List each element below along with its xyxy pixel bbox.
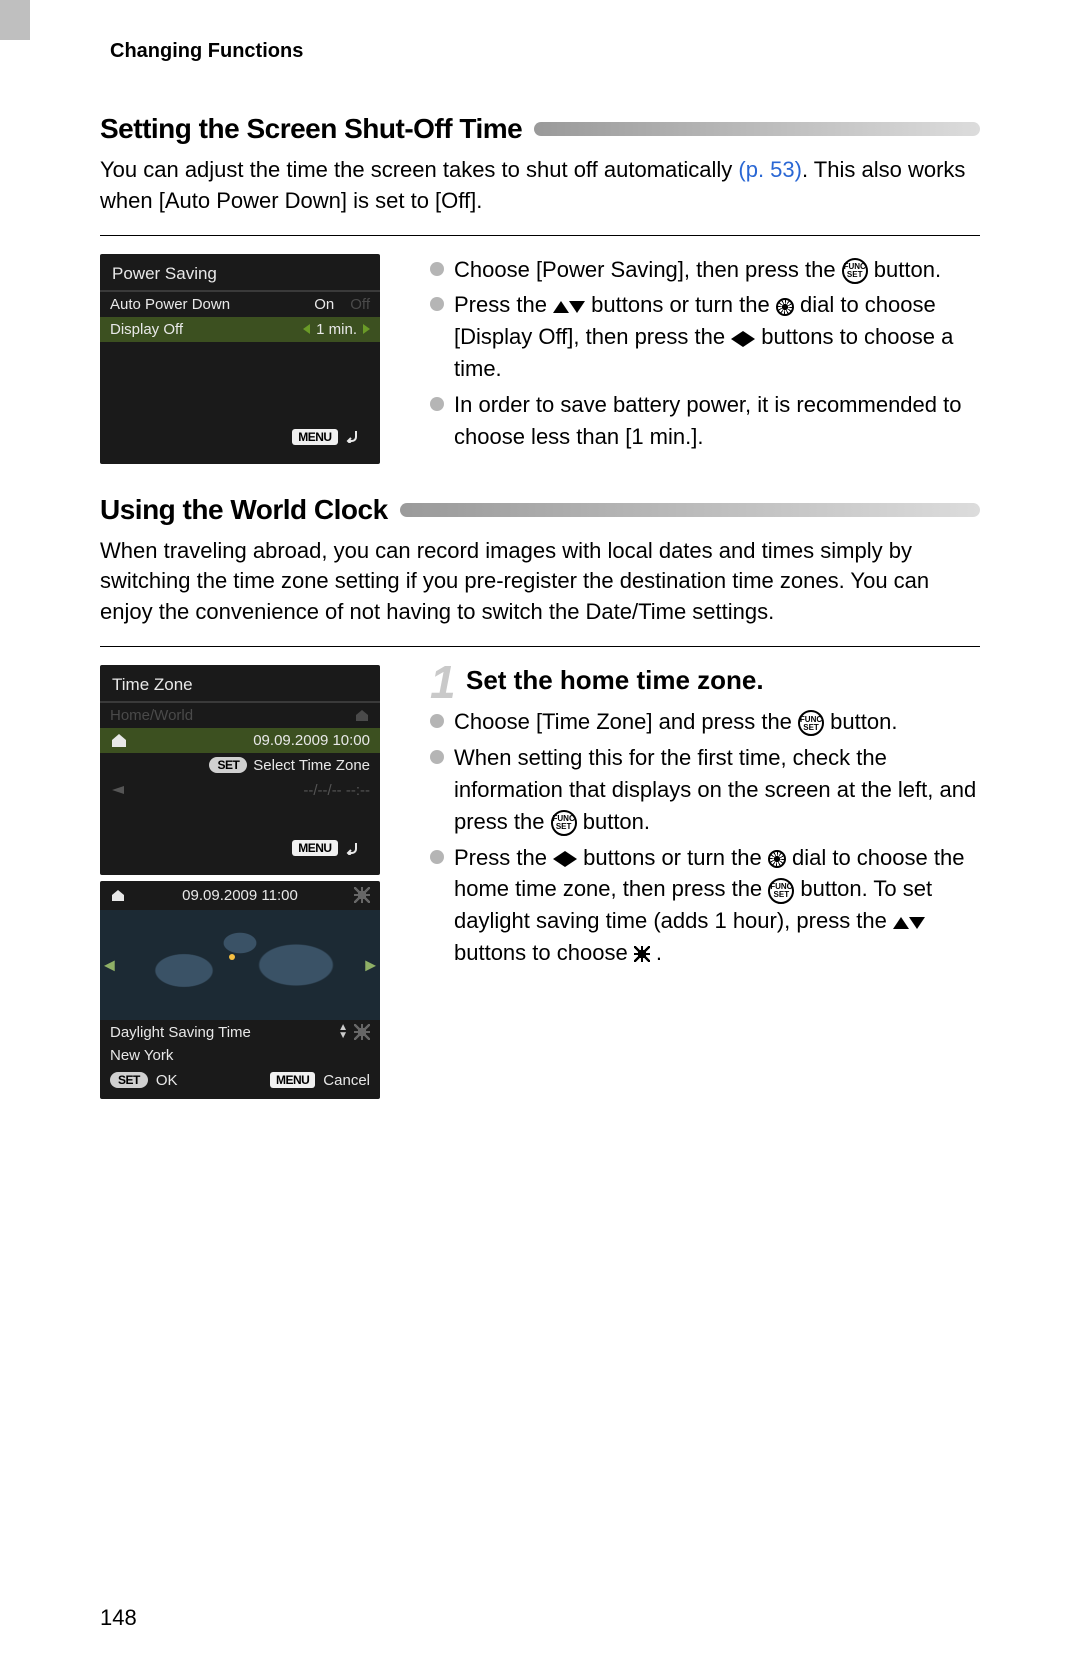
section-title-world-clock: Using the World Clock — [100, 494, 980, 526]
intro-shutoff: You can adjust the time the screen takes… — [100, 155, 980, 217]
lcd-power-saving: Power Saving Auto Power Down On Off Disp… — [100, 254, 380, 464]
set-badge: SET — [209, 757, 247, 773]
left-arrow-icon — [731, 331, 743, 347]
section-title-shutoff: Setting the Screen Shut-Off Time — [100, 113, 980, 145]
func-set-icon: FUNCSET — [551, 810, 577, 836]
sun-icon — [354, 1024, 370, 1040]
plane-icon — [110, 782, 128, 798]
home-icon — [354, 708, 370, 722]
step-heading: 1 Set the home time zone. — [430, 665, 980, 696]
lcd-row-auto-power-down: Auto Power Down On Off — [100, 292, 380, 317]
breadcrumb: Changing Functions — [110, 40, 980, 63]
up-arrow-icon — [553, 301, 569, 313]
func-set-icon: FUNCSET — [798, 710, 824, 736]
world-map: ◀▶ — [100, 910, 380, 1020]
bullet-text: Choose [Power Saving], then press the FU… — [454, 254, 941, 286]
dial-icon — [768, 850, 786, 868]
lcd-time-zone: Time Zone Home/World 09.09.2009 10:00 SE… — [100, 665, 380, 875]
intro-world-clock: When traveling abroad, you can record im… — [100, 536, 980, 628]
sun-icon — [634, 946, 650, 962]
down-arrow-icon — [569, 301, 585, 313]
step-number: 1 — [430, 659, 456, 705]
lcd-world-map: 09.09.2009 11:00 ◀▶ Daylight Saving Time… — [100, 881, 380, 1099]
city-label: New York — [100, 1045, 380, 1066]
func-set-icon: FUNCSET — [768, 878, 794, 904]
dial-icon — [776, 298, 794, 316]
home-icon — [110, 888, 126, 902]
lcd-world-row: --/--/-- --:-- — [100, 778, 380, 803]
page-link-53[interactable]: (p. 53) — [738, 157, 802, 182]
page-number: 148 — [100, 1605, 980, 1631]
lcd-row-display-off: Display Off 1 min. — [100, 317, 380, 342]
func-set-icon: FUNCSET — [842, 258, 868, 284]
menu-badge: MENU — [292, 429, 337, 445]
home-icon — [110, 732, 128, 748]
sun-icon — [354, 887, 370, 903]
lcd-home-row: 09.09.2009 10:00 — [100, 728, 380, 753]
bullet-icon — [430, 262, 444, 276]
right-arrow-icon — [743, 331, 755, 347]
